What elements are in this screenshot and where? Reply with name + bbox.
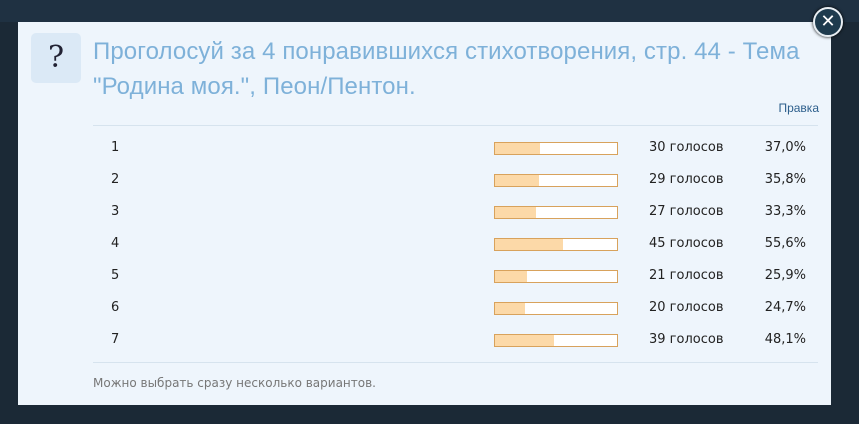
poll-title: Проголосуй за 4 понравившихся стихотворе… <box>93 38 800 100</box>
option-label: 4 <box>111 236 120 251</box>
result-bar <box>494 270 618 283</box>
option-label: 7 <box>111 332 120 347</box>
poll-footer-note: Можно выбрать сразу несколько вариантов. <box>93 376 376 390</box>
result-bar <box>494 206 618 219</box>
vote-percent: 37,0% <box>764 140 806 155</box>
divider <box>93 362 818 363</box>
poll-option-row: 2 29 голосов 35,8% <box>93 170 818 190</box>
poll-option-row: 3 27 голосов 33,3% <box>93 202 818 222</box>
vote-count: 20 голосов <box>649 300 724 315</box>
option-label: 2 <box>111 172 120 187</box>
option-label: 3 <box>111 204 120 219</box>
poll-option-row: 5 21 голосов 25,9% <box>93 266 818 286</box>
poll-option-row: 7 39 голосов 48,1% <box>93 330 818 350</box>
close-button[interactable]: ✕ <box>813 7 843 37</box>
result-bar-fill <box>495 175 539 186</box>
vote-count: 21 голосов <box>649 268 724 283</box>
background-navbar <box>0 0 859 22</box>
result-bar <box>494 302 618 315</box>
vote-count: 30 голосов <box>649 140 724 155</box>
result-bar <box>494 174 618 187</box>
option-label: 5 <box>111 268 120 283</box>
option-label: 6 <box>111 300 120 315</box>
option-label: 1 <box>111 140 120 155</box>
result-bar-fill <box>495 143 541 154</box>
vote-count: 45 голосов <box>649 236 724 251</box>
vote-count: 39 голосов <box>649 332 724 347</box>
poll-option-row: 4 45 голосов 55,6% <box>93 234 818 254</box>
vote-count: 29 голосов <box>649 172 724 187</box>
question-mark-icon: ? <box>31 33 81 83</box>
vote-percent: 24,7% <box>764 300 806 315</box>
result-bar-fill <box>495 239 563 250</box>
result-bar-fill <box>495 303 526 314</box>
divider <box>93 125 818 126</box>
vote-percent: 48,1% <box>764 332 806 347</box>
result-bar <box>494 334 618 347</box>
result-bar-fill <box>495 271 527 282</box>
result-bar-fill <box>495 335 554 346</box>
poll-option-row: 1 30 голосов 37,0% <box>93 138 818 158</box>
edit-link[interactable]: Правка <box>778 101 819 115</box>
result-bar <box>494 238 618 251</box>
vote-count: 27 голосов <box>649 204 724 219</box>
vote-percent: 35,8% <box>764 172 806 187</box>
poll-option-row: 6 20 голосов 24,7% <box>93 298 818 318</box>
vote-percent: 33,3% <box>764 204 806 219</box>
result-bar-fill <box>495 207 536 218</box>
vote-percent: 25,9% <box>764 268 806 283</box>
vote-percent: 55,6% <box>764 236 806 251</box>
poll-results-modal: ? Проголосуй за 4 понравившихся стихотво… <box>18 22 831 405</box>
result-bar <box>494 142 618 155</box>
close-icon: ✕ <box>820 11 836 32</box>
